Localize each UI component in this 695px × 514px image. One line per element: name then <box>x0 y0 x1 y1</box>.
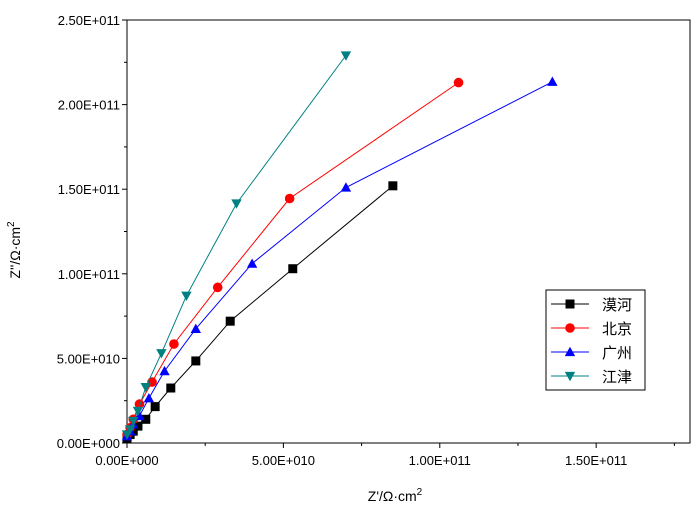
y-axis-title: Z''/Ω·cm2 <box>6 221 23 279</box>
data-point <box>340 182 352 192</box>
y-tick-label: 5.00E+010 <box>57 351 120 366</box>
data-point <box>140 383 151 393</box>
legend-label: 广州 <box>602 344 632 362</box>
data-point <box>141 414 151 424</box>
y-tick-label: 2.50E+011 <box>58 13 120 28</box>
legend-marker <box>564 371 576 382</box>
y-tick-label: 0.00E+000 <box>57 436 120 451</box>
x-axis-title-sup: 2 <box>417 487 423 498</box>
y-tick-label: 1.00E+011 <box>58 267 120 282</box>
legend-entry: 漠河 <box>551 296 632 314</box>
data-point <box>190 323 202 333</box>
legend-label: 江津 <box>602 368 632 386</box>
data-point <box>128 416 139 427</box>
data-point <box>166 383 176 393</box>
data-point <box>212 282 223 293</box>
data-point <box>284 193 295 204</box>
legend-marker <box>565 323 575 333</box>
x-tick-label: 1.00E+011 <box>409 453 471 468</box>
x-tick-label: 1.50E+011 <box>565 453 627 468</box>
x-tick-label: 5.00E+010 <box>252 453 315 468</box>
data-point <box>340 51 352 61</box>
data-point <box>159 365 170 376</box>
data-point <box>150 402 160 412</box>
legend-marker <box>564 346 576 357</box>
data-point <box>181 291 192 301</box>
data-point <box>191 356 201 366</box>
series-4 <box>121 51 352 440</box>
data-point <box>388 181 398 191</box>
data-point <box>225 316 235 326</box>
x-axis-title: Z'/Ω·cm2 <box>368 487 423 504</box>
y-tick-label: 1.50E+011 <box>58 182 120 197</box>
x-axis-ticks: 0.00E+000 5.00E+010 1.00E+011 1.50E+011 <box>95 443 675 468</box>
data-point <box>132 406 144 417</box>
data-point <box>453 77 464 88</box>
series-layer <box>121 51 558 444</box>
data-point <box>231 199 242 209</box>
legend-entry: 北京 <box>551 320 632 338</box>
x-axis-title-text: Z'/Ω·cm <box>368 488 417 504</box>
data-point <box>133 421 143 431</box>
legend-label: 北京 <box>602 320 632 338</box>
data-point <box>169 339 179 349</box>
data-point <box>288 264 298 274</box>
data-point <box>124 425 136 435</box>
y-axis-ticks: 0.00E+000 5.00E+010 1.00E+011 1.50E+011 2.00… <box>57 13 127 451</box>
legend-box <box>545 289 646 391</box>
legend-entry: 广州 <box>551 344 632 362</box>
data-point <box>143 392 155 403</box>
data-point <box>246 258 258 268</box>
legend-label: 漠河 <box>602 296 632 314</box>
y-tick-label: 2.00E+011 <box>58 98 120 113</box>
data-point <box>156 349 167 359</box>
data-point <box>134 399 145 409</box>
y-axis-title-sup: 2 <box>6 221 17 227</box>
legend-entry: 江津 <box>551 368 632 386</box>
data-point <box>547 76 558 86</box>
y-axis-title-text: Z''/Ω·cm <box>7 227 23 279</box>
legend-marker <box>565 299 575 309</box>
x-tick-label: 0.00E+000 <box>95 453 158 468</box>
